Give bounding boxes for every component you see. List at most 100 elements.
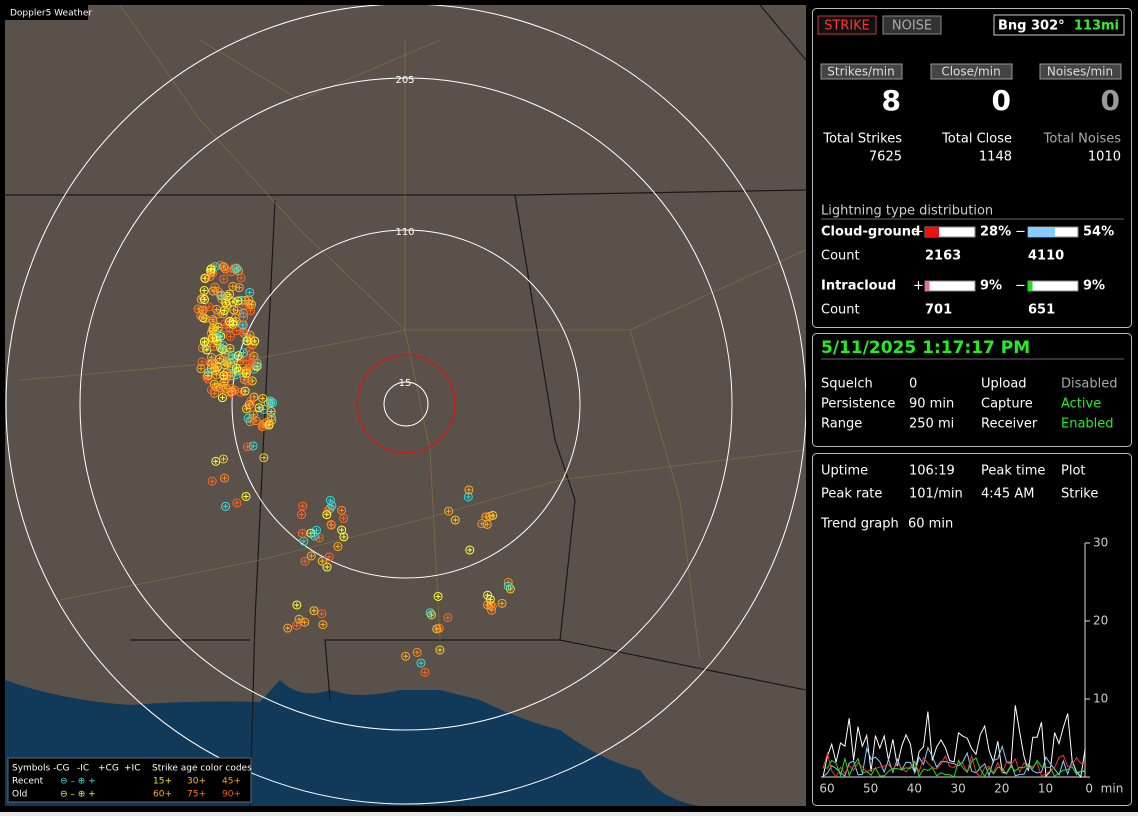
strike	[497, 598, 507, 608]
strike	[201, 297, 207, 303]
strike	[269, 417, 275, 423]
strike	[234, 500, 240, 506]
rate-label[interactable]: Close/min	[941, 65, 1000, 79]
strike	[317, 556, 327, 566]
strike	[210, 288, 216, 294]
rate-label[interactable]: Noises/min	[1047, 65, 1113, 79]
ring	[383, 381, 429, 427]
total-label: Total Noises	[1043, 132, 1122, 147]
strike	[205, 358, 215, 368]
strike	[204, 302, 214, 312]
setting: Range	[821, 417, 862, 432]
roads	[19, 5, 806, 661]
bar	[925, 227, 939, 237]
strike	[503, 581, 513, 591]
setting: Active	[1061, 397, 1101, 412]
distance: 113mi	[1074, 19, 1119, 34]
strike	[208, 316, 218, 326]
strike	[311, 533, 317, 539]
strike	[218, 341, 228, 351]
rate-button[interactable]	[930, 63, 1013, 80]
strike	[412, 647, 422, 657]
strike-button[interactable]	[817, 15, 877, 35]
strike	[221, 383, 231, 393]
ring	[231, 229, 581, 579]
strike	[219, 395, 225, 401]
strike	[195, 306, 201, 312]
strike	[246, 365, 252, 371]
strike	[436, 625, 442, 631]
strike	[200, 273, 210, 283]
strike	[233, 266, 239, 272]
strike	[261, 418, 271, 428]
strike	[201, 339, 207, 345]
x-tick-label: 40	[907, 782, 922, 796]
strike	[245, 399, 255, 409]
strike	[231, 307, 237, 313]
strike	[298, 501, 308, 511]
legend-label: Strike age color codes	[152, 764, 252, 774]
strike	[435, 645, 445, 655]
setting: 250 mi	[909, 417, 954, 432]
strike	[202, 345, 212, 355]
strike	[207, 273, 213, 279]
strike	[227, 291, 233, 297]
strike	[239, 322, 245, 328]
strike	[244, 338, 250, 344]
strike	[208, 267, 214, 273]
strike	[225, 316, 235, 326]
strike	[224, 302, 230, 308]
pct: 54%	[1083, 225, 1114, 240]
strike	[213, 287, 223, 297]
dist-label: Cloud-ground	[821, 225, 920, 240]
strike	[221, 475, 227, 481]
x-tick-label: 60	[819, 782, 834, 796]
strike	[241, 377, 247, 383]
strike	[401, 651, 411, 661]
strike	[223, 503, 229, 509]
bar	[1028, 281, 1033, 291]
strike	[219, 306, 229, 316]
strike	[452, 517, 458, 523]
strike	[446, 508, 452, 514]
strike	[268, 409, 274, 415]
x-tick-label: 10	[1038, 782, 1053, 796]
rate-value: 0	[992, 84, 1011, 117]
rate-button[interactable]	[820, 63, 903, 80]
settings-panel: 5/11/2025 1:17:17 PM Squelch 0 Upload Disab…	[812, 333, 1132, 447]
strike	[223, 385, 229, 391]
strike	[210, 335, 216, 341]
strike	[337, 505, 347, 515]
strike	[260, 395, 266, 401]
strike-button-label[interactable]: STRIKE	[824, 19, 870, 34]
strike	[252, 338, 258, 344]
strike	[418, 660, 424, 666]
strike	[309, 606, 319, 616]
strike	[230, 283, 236, 289]
count: 701	[925, 303, 952, 318]
rate-label[interactable]: Strikes/min	[827, 65, 894, 79]
legend-symbol: ⊖ – ⊕ +	[60, 790, 96, 800]
strike	[228, 390, 234, 396]
range-ring	[356, 354, 456, 454]
strike	[209, 341, 219, 351]
strike	[205, 373, 211, 379]
strike	[324, 512, 330, 518]
noise-button-label[interactable]: NOISE	[892, 19, 932, 34]
strike	[465, 494, 471, 500]
strike	[216, 290, 226, 300]
strike	[487, 596, 493, 602]
strike	[485, 511, 495, 521]
strike	[227, 334, 233, 340]
rate-button[interactable]	[1039, 63, 1122, 80]
noise-button[interactable]	[882, 15, 942, 35]
strike	[206, 265, 216, 275]
age: 15+	[153, 777, 172, 787]
strike	[218, 292, 224, 298]
strike	[241, 368, 251, 378]
strike	[207, 360, 213, 366]
legend-col: -IC	[77, 764, 89, 774]
strike	[292, 600, 302, 610]
strike	[482, 519, 492, 529]
